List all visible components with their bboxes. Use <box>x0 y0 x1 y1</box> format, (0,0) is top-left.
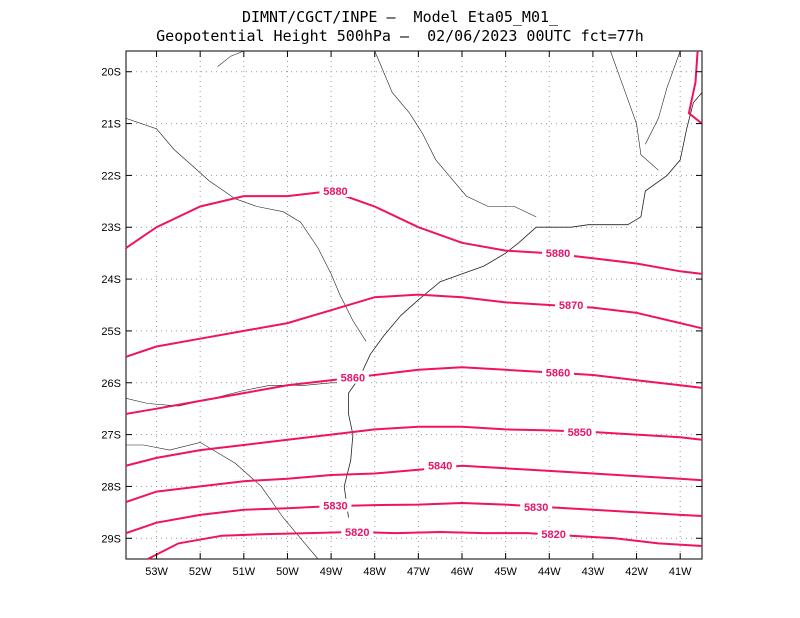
contour-line-5820 <box>147 530 703 560</box>
state-border <box>374 50 537 218</box>
lat-tick-label: 23S <box>101 222 121 234</box>
contour-label-bg <box>336 370 369 384</box>
contour-line-5860 <box>125 366 703 415</box>
lat-tick-label: 27S <box>101 430 121 442</box>
lon-tick-label: 52W <box>189 566 212 578</box>
contour-label-5880: 5880 <box>546 248 570 260</box>
contour-label-bg <box>563 425 596 438</box>
state-border <box>126 442 319 560</box>
lon-tick-label: 47W <box>407 566 430 578</box>
geography-lines <box>125 50 703 560</box>
contour-label-bg <box>424 458 457 472</box>
contour-label-bg <box>341 525 374 539</box>
contour-line-5840 <box>125 464 703 503</box>
lat-tick-label: 24S <box>101 274 121 286</box>
state-border <box>125 118 367 342</box>
lat-tick-label: 21S <box>101 119 121 131</box>
contour-label-bg <box>319 183 352 197</box>
contour-lines: 5880 5880 5870 5860 5860 5850 5840 5830 5830 5820… <box>125 183 703 560</box>
lat-tick-label: 26S <box>101 378 121 390</box>
contour-label-5860: 5860 <box>546 367 570 379</box>
contour-label-bg <box>319 498 352 512</box>
lat-tick-label: 25S <box>101 326 121 338</box>
contour-label-5820: 5820 <box>541 529 565 541</box>
contour-label-5880: 5880 <box>323 186 347 198</box>
lat-tick-label: 28S <box>101 481 121 493</box>
lon-tick-label: 53W <box>145 566 168 578</box>
lon-tick-label: 43W <box>582 566 605 578</box>
state-border <box>217 50 244 67</box>
axis-ticks: 20S 21S 22S 23S 24S 25S 26S 27S 28S 29S 53W 52W 51W 5… <box>101 51 702 578</box>
lon-tick-label: 41W <box>669 566 692 578</box>
contour-line-5870 <box>125 293 703 358</box>
coastline <box>343 92 703 518</box>
state-border <box>645 50 681 145</box>
lon-tick-label: 46W <box>451 566 474 578</box>
contour-line-5850 <box>125 425 703 467</box>
lon-tick-label: 45W <box>494 566 517 578</box>
grid-lines <box>126 51 702 559</box>
contour-label-5860: 5860 <box>341 373 365 385</box>
state-border <box>610 50 659 171</box>
contour-label-bg <box>520 500 553 514</box>
contour-edge <box>687 50 703 125</box>
lat-tick-label: 20S <box>101 67 121 79</box>
contour-line-5830 <box>125 501 703 535</box>
contour-label-bg <box>542 246 574 260</box>
lon-tick-label: 48W <box>363 566 386 578</box>
map-frame <box>125 50 703 560</box>
contour-label-5840: 5840 <box>428 461 452 473</box>
contour-label-bg <box>537 527 570 541</box>
contour-label-5820: 5820 <box>345 527 369 539</box>
contour-label-5830: 5830 <box>323 501 347 513</box>
contour-label-bg <box>555 298 588 311</box>
lon-tick-label: 49W <box>320 566 343 578</box>
lon-tick-label: 44W <box>538 566 561 578</box>
title-line-2: Geopotential Height 500hPa – 02/06/2023 … <box>156 27 644 45</box>
lat-tick-label: 22S <box>101 170 121 182</box>
state-border <box>125 382 349 407</box>
lon-tick-label: 42W <box>625 566 648 578</box>
contour-label-5830: 5830 <box>524 502 548 514</box>
lon-tick-label: 50W <box>276 566 299 578</box>
title-line-1: DIMNT/CGCT/INPE – Model Eta05_M01_ <box>241 8 559 26</box>
contour-line-5880 <box>125 189 703 275</box>
contour-label-bg <box>542 365 574 379</box>
lat-tick-label: 29S <box>101 533 121 545</box>
lon-tick-label: 51W <box>233 566 256 578</box>
contour-label-5870: 5870 <box>559 300 583 312</box>
contour-label-5850: 5850 <box>568 427 592 439</box>
